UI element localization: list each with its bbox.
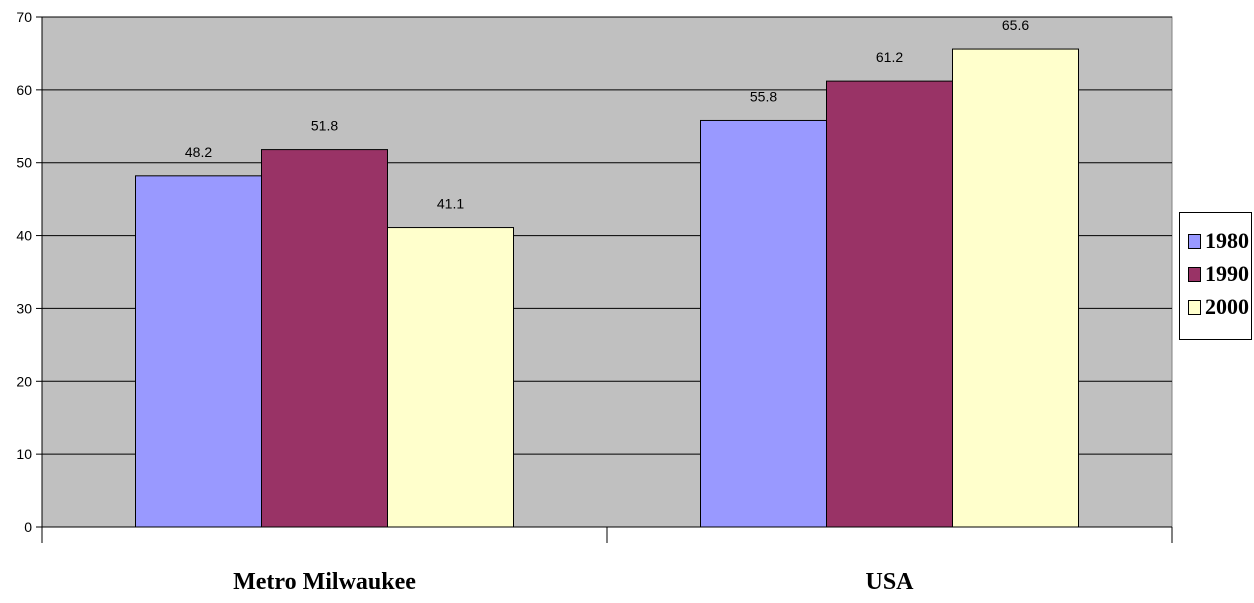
bar-1980-metro-milwaukee	[135, 175, 262, 528]
legend-item: 1980	[1188, 228, 1249, 254]
y-tick-label: 60	[16, 82, 32, 98]
y-tick-label: 0	[24, 519, 32, 535]
data-label: 55.8	[750, 88, 777, 104]
bar-1980-usa	[700, 119, 827, 528]
data-label: 48.2	[185, 144, 212, 160]
y-tick-label: 10	[16, 446, 32, 462]
bar-1990-metro-milwaukee	[261, 149, 388, 528]
legend-item: 1990	[1188, 261, 1249, 287]
data-label: 61.2	[876, 49, 903, 65]
y-tick-label: 70	[16, 9, 32, 25]
legend-swatch	[1188, 266, 1201, 282]
legend-swatch	[1188, 299, 1201, 315]
legend-label: 1980	[1205, 228, 1249, 253]
legend-item: 2000	[1188, 294, 1249, 320]
y-tick-label: 40	[16, 228, 32, 244]
category-label: Metro Milwaukee	[233, 569, 416, 595]
bar-2000-usa	[952, 48, 1079, 528]
y-tick-labels: 0 10 20 30 40 50 60 70	[16, 9, 32, 535]
category-label: USA	[865, 569, 914, 595]
category-labels: Metro Milwaukee USA	[233, 569, 914, 595]
legend: 1980 1990 2000	[1179, 212, 1252, 340]
y-tick-label: 20	[16, 373, 32, 389]
bar-1990-usa	[826, 80, 953, 528]
data-label: 51.8	[311, 118, 338, 134]
legend-label: 1990	[1205, 261, 1249, 286]
legend-swatch	[1188, 233, 1201, 249]
y-tick-label: 50	[16, 155, 32, 171]
data-label: 41.1	[437, 196, 464, 212]
data-label: 65.6	[1002, 17, 1029, 33]
data-labels: 48.2 51.8 41.1 55.8 61.2 65.6	[185, 17, 1029, 212]
legend-label: 2000	[1205, 294, 1249, 319]
bars	[135, 48, 1079, 528]
y-tick-label: 30	[16, 300, 32, 316]
bar-2000-metro-milwaukee	[387, 227, 514, 528]
axes	[36, 16, 1173, 543]
